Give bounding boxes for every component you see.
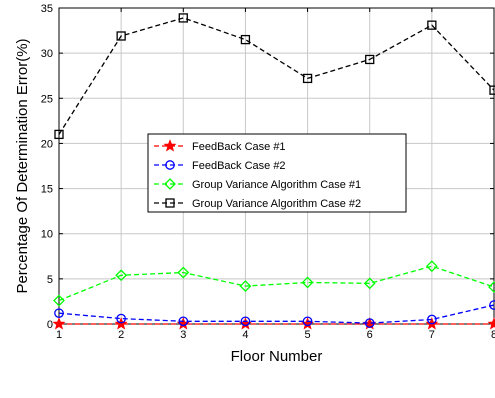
series-line (58, 17, 495, 135)
data-point (427, 20, 437, 30)
data-point (363, 277, 376, 290)
legend: FeedBack Case #1 FeedBack Case #2 Group Va… (147, 133, 407, 213)
data-point (54, 129, 64, 140)
x-tick-label: 6 (367, 329, 373, 341)
data-point (488, 281, 495, 293)
x-tick-label: 4 (242, 329, 248, 341)
y-tick-label: 35 (41, 3, 53, 15)
series-2 (54, 300, 495, 328)
data-point (52, 317, 66, 330)
data-point (116, 31, 126, 41)
legend-label: FeedBack Case #2 (192, 160, 286, 172)
legend-item: FeedBack Case #1 (154, 139, 286, 153)
legend-label: Group Variance Algorithm Case #1 (192, 179, 361, 191)
legend-box (147, 133, 407, 213)
x-tick-label: 5 (305, 329, 311, 341)
y-tick-label: 20 (41, 138, 53, 150)
series-layer (52, 13, 495, 330)
y-tick-label: 5 (47, 274, 53, 286)
data-point (302, 316, 313, 327)
legend-marker (163, 139, 177, 152)
legend-label: Group Variance Algorithm Case #2 (192, 198, 361, 210)
y-axis-label: Percentage Of Determination Error(%) (14, 38, 31, 293)
data-point (240, 34, 251, 45)
data-point (178, 316, 189, 327)
data-point (178, 13, 188, 23)
data-point (115, 269, 128, 282)
data-point (54, 308, 64, 319)
series-3 (53, 260, 495, 307)
series-4 (54, 13, 495, 140)
x-tick-label: 8 (491, 329, 495, 341)
data-point (53, 294, 65, 307)
data-point (239, 280, 252, 292)
series-line (58, 265, 495, 302)
legend-item: FeedBack Case #2 (154, 160, 286, 172)
data-point (301, 276, 314, 289)
data-point (489, 85, 495, 95)
legend-item: Group Variance Algorithm Case #2 (154, 198, 361, 210)
data-point (425, 260, 438, 273)
x-tick-label: 1 (56, 329, 62, 341)
legend-marker (164, 178, 176, 190)
data-point (364, 318, 375, 328)
series-line (58, 304, 495, 324)
data-point (116, 313, 126, 324)
data-point (302, 73, 313, 84)
x-tick-label: 2 (118, 329, 124, 341)
data-point (177, 266, 190, 279)
data-point (489, 300, 495, 310)
y-tick-label: 15 (41, 184, 53, 196)
data-point (487, 317, 495, 330)
y-tick-label: 25 (41, 93, 53, 105)
x-axis-label: Floor Number (231, 348, 323, 365)
legend-marker (165, 198, 175, 208)
data-point (365, 54, 375, 65)
legend-label: FeedBack Case #1 (192, 141, 286, 153)
y-tick-label: 30 (41, 48, 53, 60)
x-tick-label: 7 (429, 329, 435, 341)
x-tick-label: 3 (180, 329, 186, 341)
legend-marker (165, 160, 175, 170)
y-tick-label: 10 (41, 229, 53, 241)
legend-item: Group Variance Algorithm Case #1 (154, 178, 361, 191)
data-point (427, 314, 437, 325)
y-tick-label: 0 (47, 319, 53, 331)
data-point (240, 316, 251, 327)
